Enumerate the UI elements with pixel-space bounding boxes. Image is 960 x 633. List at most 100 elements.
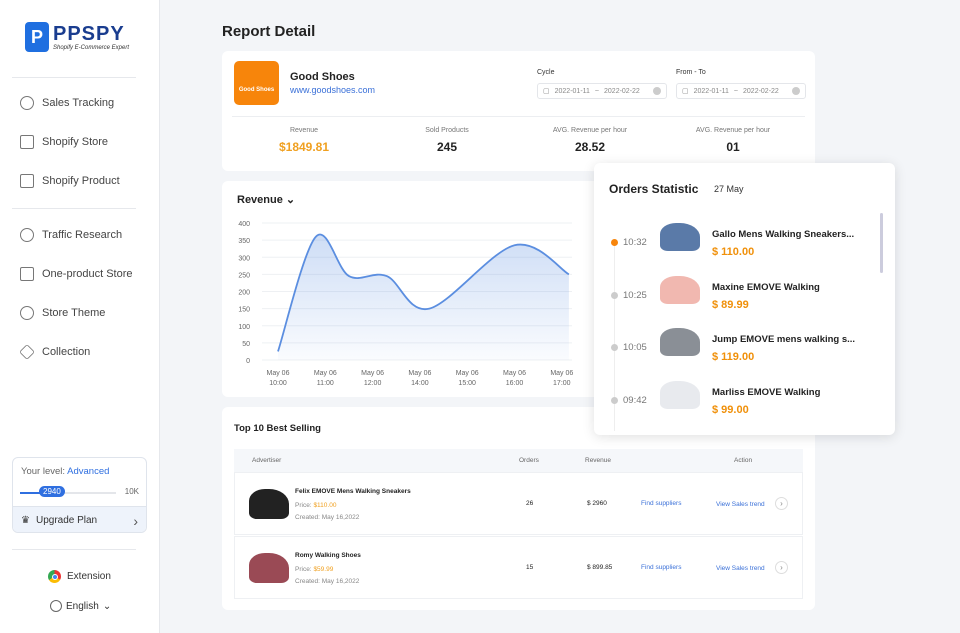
store-icon: [20, 135, 34, 149]
chevron-right-icon[interactable]: ›: [775, 497, 788, 510]
x-tick-label: 16:00: [506, 380, 524, 387]
sidebar-item-sales-tracking[interactable]: Sales Tracking: [20, 96, 114, 110]
box-icon: [20, 174, 34, 188]
sidebar-item-one-product-store[interactable]: One-product Store: [20, 267, 133, 281]
x-tick-label: May 06: [550, 370, 573, 377]
x-tick-label: May 06: [314, 370, 337, 377]
y-tick-label: 150: [238, 307, 250, 314]
order-item[interactable]: 10:25 Maxine EMOVE Walking $ 89.99: [594, 269, 895, 319]
kpi-sold-products: Sold Products 245: [425, 127, 469, 154]
y-tick-label: 200: [238, 290, 250, 297]
y-tick-label: 0: [246, 358, 250, 365]
divider: [12, 549, 136, 550]
y-tick-label: 400: [238, 221, 250, 228]
extension-link[interactable]: Extension: [48, 570, 111, 583]
y-tick-label: 100: [238, 324, 250, 331]
order-item[interactable]: 10:05 Jump EMOVE mens walking s... $ 119…: [594, 321, 895, 371]
shop-url-link[interactable]: www.goodshoes.com: [290, 85, 376, 95]
x-tick-label: 14:00: [411, 380, 429, 387]
x-tick-label: May 06: [267, 370, 290, 377]
logo[interactable]: P PPSPY Shopify E-Commerce Expert: [25, 22, 129, 52]
timeline-line: [614, 241, 615, 431]
kpi-revenue: Revenue $1849.81: [278, 127, 330, 154]
product-image: [249, 489, 289, 519]
sidebar-item-store-theme[interactable]: Store Theme: [20, 306, 105, 320]
x-tick-label: May 06: [503, 370, 526, 377]
find-suppliers-link[interactable]: Find suppliers: [641, 500, 682, 507]
x-tick-label: 11:00: [317, 380, 334, 387]
kpi-avg-revenue: AVG. Revenue per hour 28.52: [552, 127, 628, 154]
sidebar-item-traffic-research[interactable]: Traffic Research: [20, 228, 122, 242]
orders-statistic-panel: Orders Statistic 27 May 10:32 Gallo Mens…: [594, 163, 895, 435]
revenue-line: [277, 233, 570, 352]
cycle-date-range[interactable]: ▢ 2022-01-11 ~2022-02-22: [537, 83, 667, 99]
chevron-right-icon: ›: [133, 512, 138, 529]
timeline-dot: [611, 239, 618, 246]
star-icon: [19, 344, 35, 360]
view-sales-trend-link[interactable]: View Sales trend: [716, 501, 765, 508]
chevron-down-icon: ⌄: [285, 194, 296, 206]
order-item[interactable]: 10:32 Gallo Mens Walking Sneakers... $ 1…: [594, 216, 895, 266]
product-image: [249, 553, 289, 583]
calendar-icon: ▢: [682, 88, 689, 95]
revenue-area: [278, 234, 569, 360]
product-image: [660, 223, 700, 251]
sidebar-item-shopify-store[interactable]: Shopify Store: [20, 135, 108, 149]
language-select[interactable]: English ⌄: [50, 600, 111, 612]
kpi-avg-revenue-2: AVG. Revenue per hour 01: [695, 127, 771, 154]
order-item[interactable]: 09:42 Marliss EMOVE Walking $ 99.00: [594, 374, 895, 424]
upgrade-plan-button[interactable]: ♛ Upgrade Plan ›: [13, 506, 146, 532]
table-row[interactable]: Felix EMOVE Mens Walking Sneakers Price:…: [234, 472, 803, 535]
product-image: [660, 328, 700, 356]
clear-icon[interactable]: [653, 87, 661, 95]
divider: [12, 208, 136, 209]
palette-icon: [20, 306, 34, 320]
divider: [12, 77, 136, 78]
sidebar-item-shopify-product[interactable]: Shopify Product: [20, 174, 120, 188]
x-tick-label: 15:00: [458, 380, 476, 387]
y-tick-label: 250: [238, 272, 250, 279]
y-tick-label: 50: [242, 341, 250, 348]
globe-icon: [50, 600, 62, 612]
find-suppliers-link[interactable]: Find suppliers: [641, 564, 682, 571]
chevron-right-icon[interactable]: ›: [775, 561, 788, 574]
x-tick-label: May 06: [456, 370, 479, 377]
y-tick-label: 350: [238, 238, 250, 245]
x-tick-label: May 06: [408, 370, 431, 377]
table-header: Advertiser Orders Revenue Action: [234, 449, 803, 472]
calendar-icon: ▢: [543, 88, 550, 95]
scrollbar[interactable]: [880, 213, 883, 273]
target-icon: [20, 96, 34, 110]
revenue-chart: 0 50 100 150 200 250 300 350 400 May 06 10:00 May 0…: [238, 221, 573, 387]
chevron-down-icon: ⌄: [102, 600, 112, 612]
sidebar-item-collection[interactable]: Collection: [19, 344, 90, 360]
clear-icon[interactable]: [792, 87, 800, 95]
shop-logo: Good Shoes: [234, 61, 279, 105]
revenue-dropdown[interactable]: Revenue ⌄: [237, 194, 296, 206]
from-to-date-range[interactable]: ▢ 2022-01-11 ~2022-02-22: [676, 83, 806, 99]
shop-summary-card: Good Shoes Good Shoes www.goodshoes.com …: [222, 51, 815, 171]
page-title: Report Detail: [222, 23, 316, 40]
x-tick-label: 17:00: [553, 380, 571, 387]
sidebar: P PPSPY Shopify E-Commerce Expert Sales T…: [0, 0, 160, 633]
chrome-icon: [48, 570, 61, 583]
table-row[interactable]: Romy Walking Shoes Price: $59.99 Created…: [234, 536, 803, 599]
x-tick-label: May 06: [361, 370, 384, 377]
timeline-dot: [611, 396, 618, 404]
y-tick-label: 300: [238, 255, 250, 262]
level-progress-value: 2940: [39, 486, 65, 497]
level-card: Your level: Advanced 2940 10K ♛ Upgrade P…: [12, 457, 147, 533]
product-image: [660, 380, 700, 409]
pie-icon: [20, 228, 34, 242]
logo-icon: P: [25, 22, 49, 52]
x-tick-label: 10:00: [269, 380, 287, 387]
best-selling-card: Top 10 Best Selling Advertiser Orders Re…: [222, 407, 815, 610]
timeline-dot: [611, 344, 618, 351]
divider: [232, 116, 805, 117]
crown-icon: ♛: [21, 515, 30, 526]
product-image: [660, 275, 700, 304]
level-progress-bar: [20, 492, 116, 494]
timeline-dot: [611, 291, 618, 299]
view-sales-trend-link[interactable]: View Sales trend: [716, 565, 765, 572]
x-tick-label: 12:00: [364, 380, 382, 387]
